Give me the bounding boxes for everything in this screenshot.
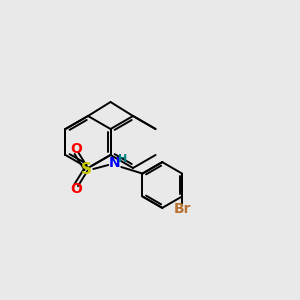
Text: Br: Br (173, 202, 191, 216)
Text: N: N (109, 156, 120, 170)
Text: H: H (118, 154, 127, 164)
Text: S: S (81, 161, 92, 176)
Text: O: O (70, 142, 82, 156)
Text: O: O (70, 182, 82, 196)
